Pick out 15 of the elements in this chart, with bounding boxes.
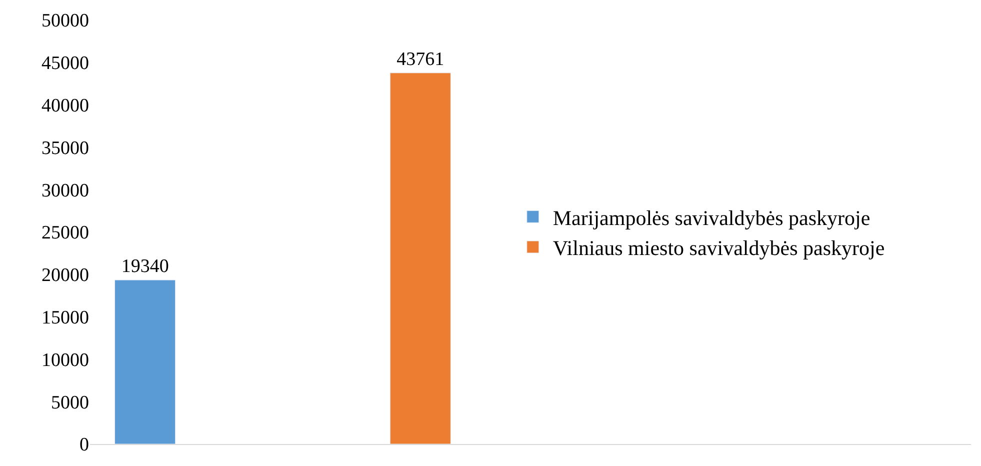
legend-label: Marijampolės savivaldybės paskyroje <box>552 206 870 230</box>
y-tick-label: 30000 <box>42 180 89 202</box>
y-tick-label: 20000 <box>42 265 89 286</box>
y-tick-label: 50000 <box>42 10 89 32</box>
y-tick-label: 5000 <box>51 392 89 414</box>
legend-label: Vilniaus miesto savivaldybės paskyroje <box>552 236 885 260</box>
data-label: 19340 <box>121 256 169 277</box>
y-tick-label: 35000 <box>42 138 89 159</box>
y-tick-label: 40000 <box>42 95 89 116</box>
y-tick-label: 0 <box>80 434 89 456</box>
y-tick-label: 45000 <box>42 53 89 74</box>
y-tick-label: 10000 <box>42 350 89 371</box>
data-label: 43761 <box>396 48 444 70</box>
y-tick-label: 15000 <box>42 307 89 328</box>
y-tick-label: 25000 <box>42 222 89 244</box>
